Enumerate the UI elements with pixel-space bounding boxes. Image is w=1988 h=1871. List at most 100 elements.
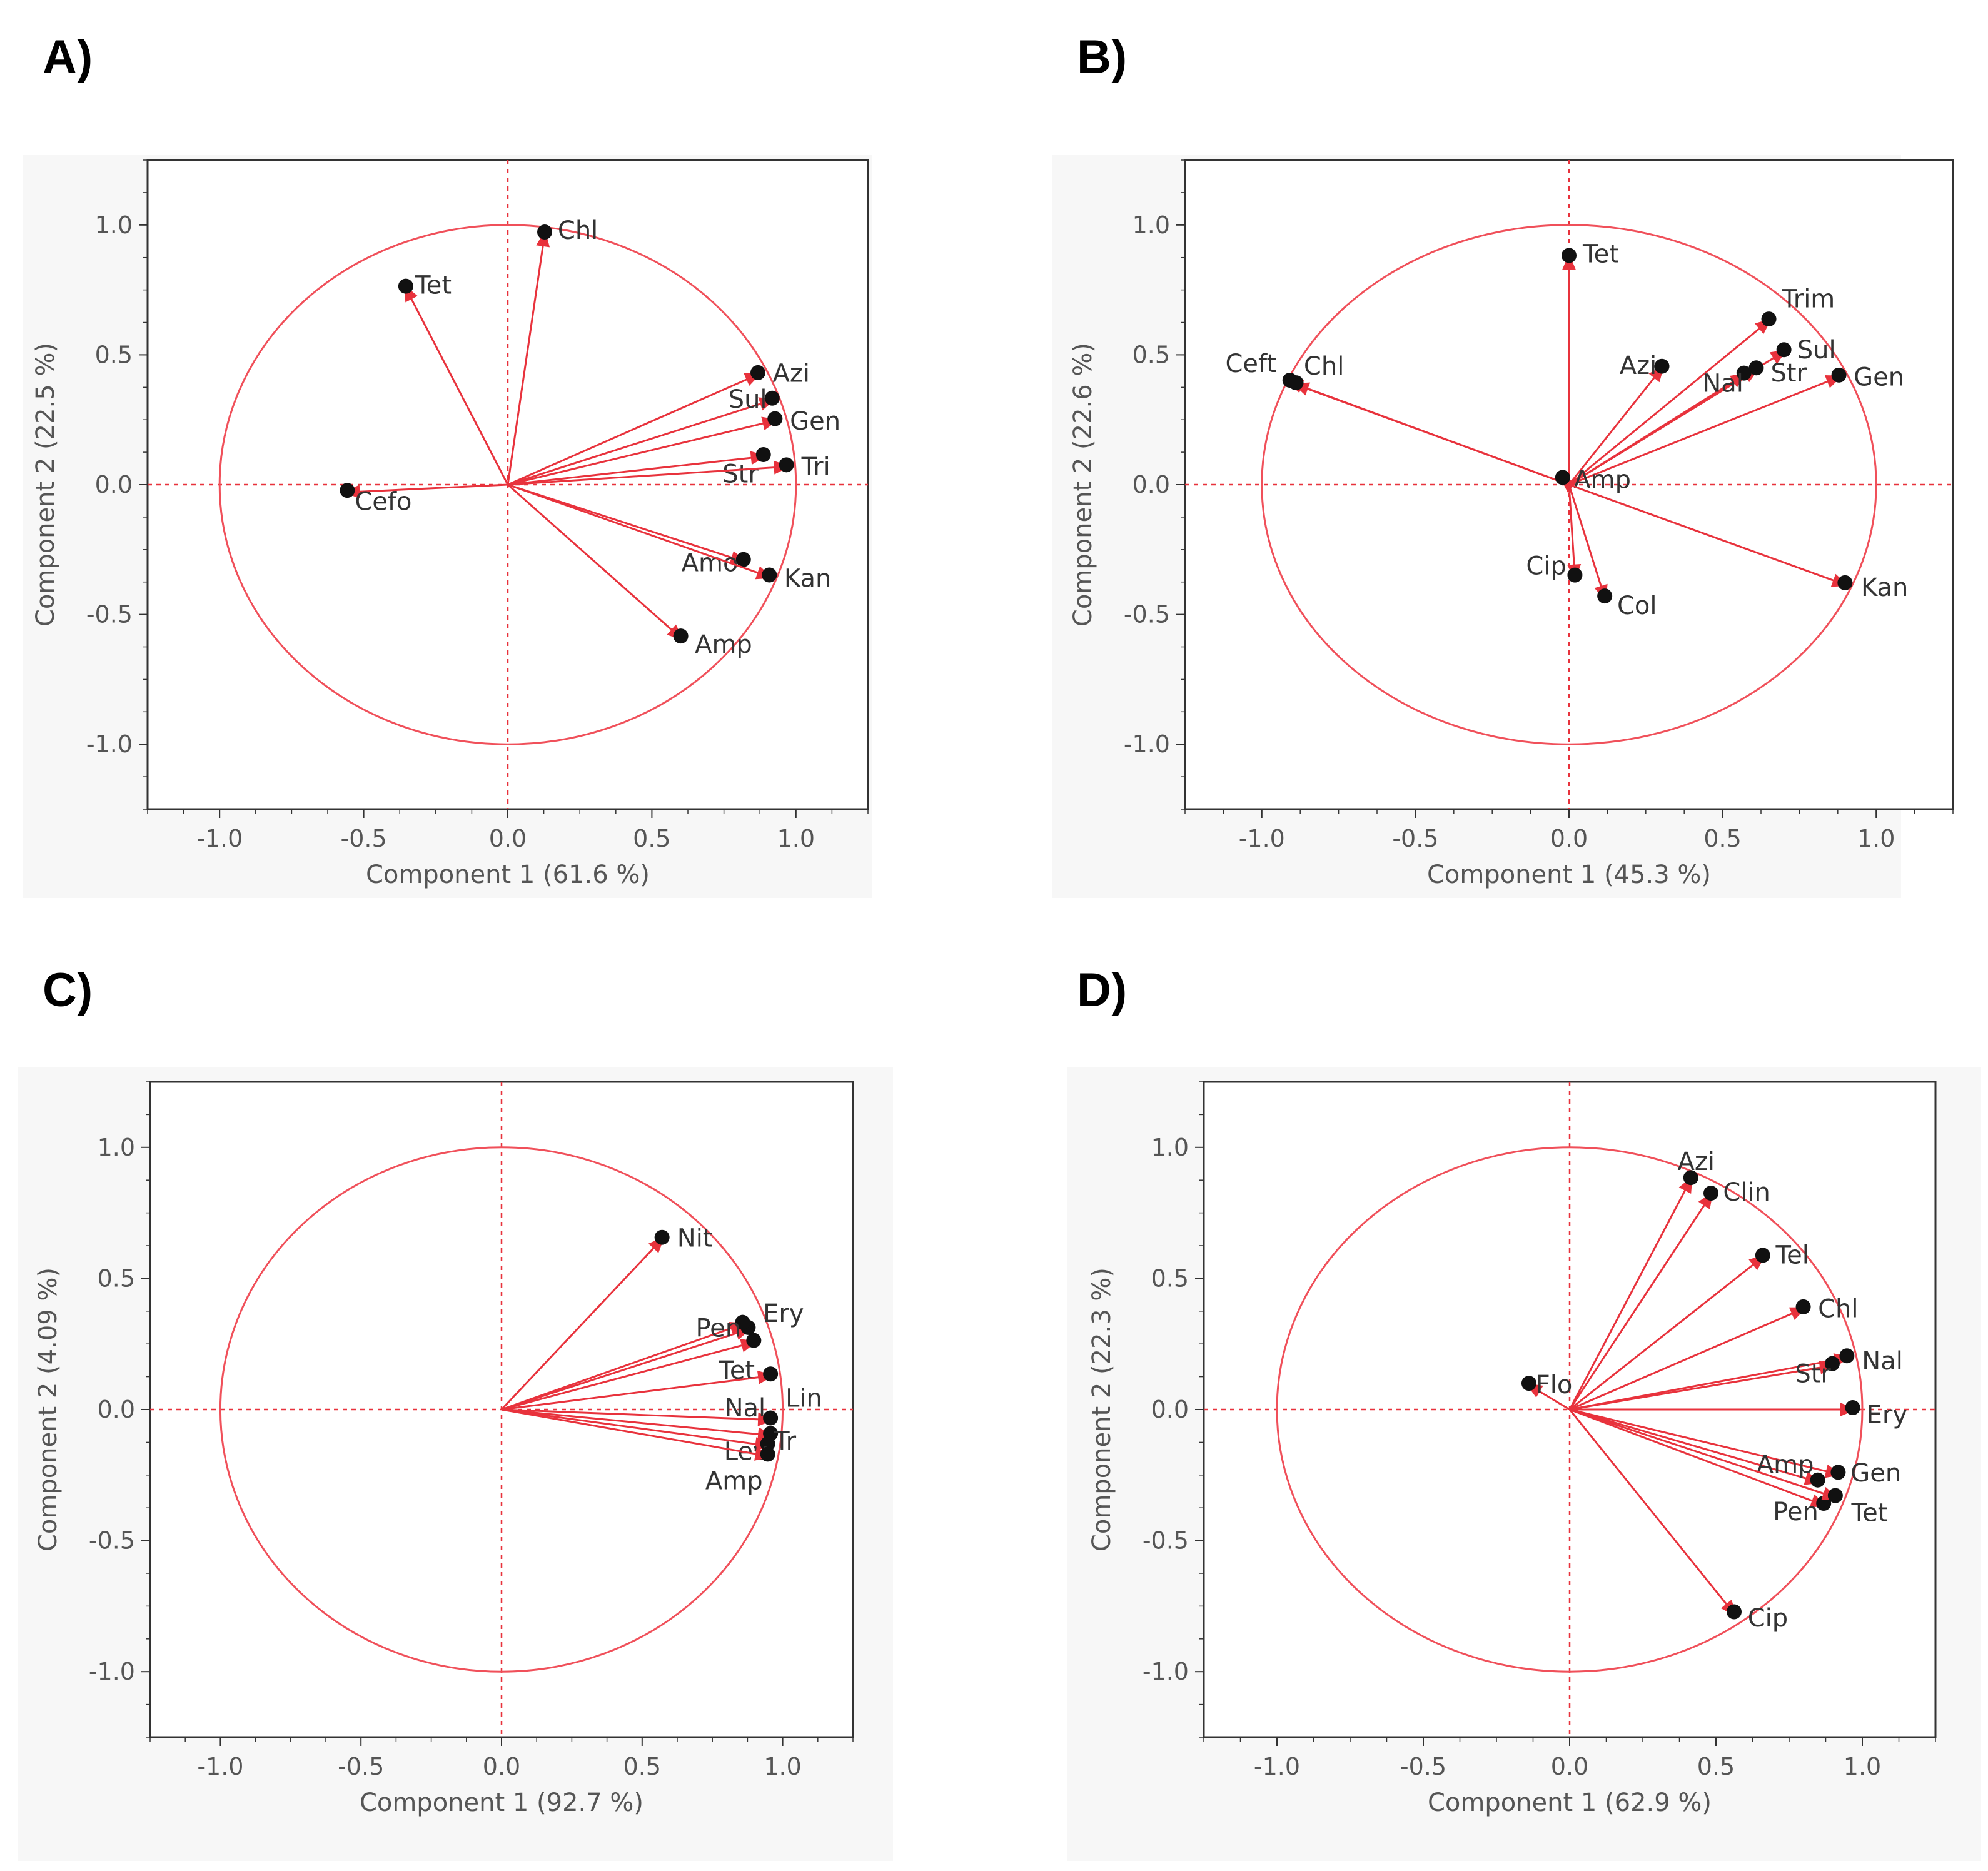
x-tick-label: -1.0	[1239, 825, 1285, 852]
point-label-ery: Ery	[1867, 1401, 1907, 1430]
point-label-flo: Flo	[1536, 1371, 1573, 1399]
point-label-chl: Chl	[558, 216, 598, 245]
point-label-cip: Cip	[1526, 552, 1566, 581]
loading-vector-azi	[507, 372, 762, 486]
loading-vector-col	[1568, 484, 1607, 602]
loading-vector-gen	[1568, 375, 1843, 486]
point-label-nal: Nal	[1862, 1347, 1903, 1376]
point-label-azi: Azi	[1678, 1147, 1715, 1176]
loading-vector-chl	[507, 229, 547, 485]
panel-letter-a: A)	[43, 31, 93, 84]
loading-vector-ery	[501, 1327, 752, 1411]
point-label-kan: Kan	[784, 564, 831, 593]
panel-letter-b: B)	[1077, 31, 1128, 84]
loading-point-trim	[1761, 311, 1777, 327]
point-label-cip: Cip	[1748, 1604, 1788, 1633]
point-label-chl: Chl	[1818, 1295, 1858, 1324]
loading-point-amp	[673, 628, 689, 644]
y-tick-label: 0.5	[98, 1264, 135, 1292]
loading-point-azi	[750, 365, 766, 380]
loading-point-str	[1824, 1356, 1840, 1371]
y-tick-label: 1.0	[95, 211, 133, 239]
loading-vector-kan	[507, 483, 774, 579]
loading-point-azi	[1683, 1170, 1698, 1186]
point-label-gen: Gen	[1850, 1459, 1901, 1488]
point-label-str: Str	[1795, 1360, 1831, 1389]
loading-point-gen	[1830, 1465, 1846, 1480]
loading-vector-tr	[501, 1408, 775, 1437]
x-tick-label: -0.5	[338, 1753, 384, 1780]
point-label-sul: Sul	[729, 385, 767, 414]
loading-vector-tel	[1569, 1254, 1767, 1411]
point-label-tet: Tet	[1851, 1499, 1888, 1528]
loading-vector-amo	[507, 483, 747, 563]
loading-vector-nal	[1568, 372, 1748, 486]
x-axis-label: Component 1 (45.3 %)	[1427, 860, 1711, 889]
loading-point-azi	[1654, 358, 1670, 374]
loading-vector-tet	[1569, 1408, 1840, 1500]
x-tick-label: 0.0	[489, 825, 527, 852]
loading-vector-pen	[1569, 1408, 1828, 1508]
loading-point-amp	[760, 1446, 775, 1462]
x-tick-label: 0.5	[1703, 825, 1741, 852]
point-label-trim: Trim	[1781, 285, 1835, 313]
loading-point-flo	[1521, 1376, 1536, 1391]
x-tick-label: 0.0	[1551, 1753, 1588, 1780]
point-label-azi: Azi	[1620, 351, 1657, 380]
loading-point-amo	[735, 552, 751, 567]
point-label-amp: Amp	[705, 1466, 763, 1495]
loading-point-gen	[1831, 367, 1847, 383]
loading-vector-kan	[1568, 483, 1849, 587]
y-tick-label: 1.0	[1133, 211, 1170, 239]
y-tick-label: 1.0	[98, 1134, 135, 1161]
loading-vector-str	[1569, 1364, 1837, 1411]
loading-point-pen	[735, 1314, 750, 1330]
point-label-tr: Tr	[774, 1427, 797, 1456]
loading-point-nal	[1839, 1348, 1855, 1364]
y-tick-label: 0.0	[98, 1396, 135, 1423]
loading-vector-gen	[507, 418, 779, 486]
correlation-circle	[218, 224, 797, 745]
x-tick-label: 1.0	[1844, 1753, 1881, 1780]
loading-point-tet	[746, 1333, 762, 1348]
loading-point-ery	[1845, 1400, 1860, 1415]
x-tick-label: -0.5	[1392, 825, 1438, 852]
loading-vector-tet	[501, 1340, 758, 1411]
point-label-str: Str	[1771, 359, 1807, 388]
loading-vector-amp	[1569, 1408, 1822, 1484]
loading-vector-cefo	[343, 483, 508, 493]
loading-point-lin	[763, 1366, 779, 1382]
loading-vector-azi	[1568, 1176, 1693, 1410]
panel-letter-c: C)	[43, 964, 93, 1017]
y-axis-label: Component 2 (22.3 %)	[1087, 1268, 1116, 1551]
loading-point-tri	[779, 457, 794, 473]
chart-panel-d: -1.0 -0.5 0.0 0.5 1.0 1.0 0.5 0.0 -0.5 -1.0 Compon…	[1067, 1067, 1981, 1861]
point-label-nit: Nit	[677, 1224, 713, 1253]
x-axis-label: Component 1 (62.9 %)	[1428, 1788, 1712, 1817]
y-axis-label: Component 2 (4.09 %)	[34, 1268, 63, 1551]
loading-vector-sul	[507, 398, 777, 486]
loading-vector-clin	[1568, 1191, 1714, 1410]
y-tick-label: -0.5	[86, 601, 133, 628]
y-tick-label: -0.5	[89, 1527, 135, 1555]
y-tick-label: -1.0	[89, 1658, 135, 1685]
x-tick-label: -0.5	[341, 825, 387, 852]
point-label-lin: Lin	[785, 1384, 822, 1413]
loading-point-lev	[760, 1436, 775, 1451]
loading-point-cefo	[340, 483, 355, 498]
x-tick-label: -1.0	[197, 1753, 243, 1780]
x-axis-label: Component 1 (61.6 %)	[366, 860, 650, 889]
loading-point-tet	[1562, 248, 1577, 263]
loading-vector-lin	[501, 1374, 775, 1411]
y-tick-label: -1.0	[1124, 730, 1170, 758]
x-tick-label: -0.5	[1400, 1753, 1446, 1780]
point-label-nal: Nal	[1702, 369, 1743, 398]
loading-point-col	[1597, 588, 1613, 604]
y-tick-label: -0.5	[1124, 601, 1170, 628]
point-label-chl: Chl	[1304, 352, 1344, 381]
y-axis-label: Component 2 (22.6 %)	[1069, 343, 1097, 627]
point-label-tet: Tet	[415, 271, 452, 300]
loading-point-kan	[1837, 575, 1853, 590]
loading-point-gen	[767, 411, 783, 426]
y-tick-label: 0.5	[1133, 341, 1170, 368]
